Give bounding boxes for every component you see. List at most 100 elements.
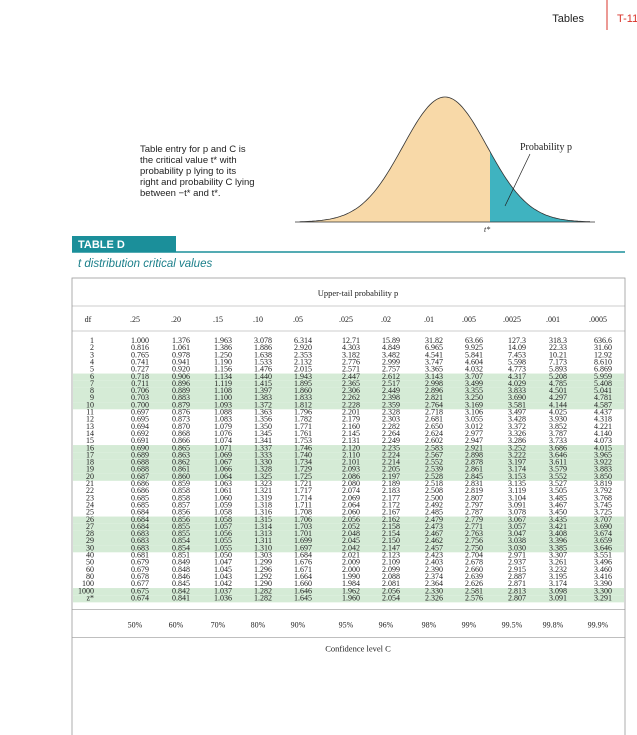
row-band	[73, 530, 624, 538]
cell: 3.747	[425, 357, 443, 366]
cell: 2.099	[382, 565, 400, 574]
cell: 1.059	[214, 500, 232, 509]
cell: 1.725	[294, 472, 312, 481]
cell: 0.675	[131, 586, 149, 595]
row-band	[73, 466, 624, 474]
cell: 1.037	[214, 586, 232, 595]
cell: 2.048	[342, 529, 360, 538]
cell: 2.831	[465, 479, 483, 488]
cell: 7.453	[508, 350, 526, 359]
confidence-value: 80%	[251, 621, 266, 630]
cell: 0.862	[172, 458, 190, 467]
cell: 2.896	[425, 386, 443, 395]
cell: 0.879	[172, 400, 190, 409]
cell: 0.876	[172, 408, 190, 417]
cell: 3.119	[508, 486, 526, 495]
cell: 3.135	[508, 479, 526, 488]
df-cell: 10	[86, 400, 94, 409]
cell: 1.292	[254, 572, 272, 581]
df-cell: 29	[86, 536, 94, 545]
cell: 2.224	[382, 450, 400, 459]
cell: 3.416	[594, 572, 612, 581]
column-header: .0025	[503, 315, 521, 324]
cell: 6.965	[425, 343, 443, 352]
df-cell: 8	[90, 386, 94, 395]
cell: 1.533	[254, 357, 272, 366]
cell: 1.088	[214, 408, 232, 417]
row-band	[73, 538, 624, 546]
row-band	[73, 523, 624, 531]
cell: 3.485	[549, 493, 567, 502]
cell: 4.604	[465, 357, 483, 366]
df-cell: 26	[86, 515, 94, 524]
cell: 3.091	[549, 593, 567, 602]
column-header: .005	[462, 315, 476, 324]
description-line: the critical value t* with	[140, 155, 237, 166]
description-line: Table entry for p and C is	[140, 144, 246, 155]
cell: 2.189	[382, 479, 400, 488]
row-band	[73, 595, 624, 603]
df-cell: 7	[90, 379, 94, 388]
cell: 2.123	[382, 551, 400, 560]
cell: 127.3	[508, 336, 526, 345]
df-cell: 20	[86, 472, 94, 481]
cell: 1.753	[294, 436, 312, 445]
cell: 1.310	[254, 543, 272, 552]
cell: 2.650	[425, 422, 443, 431]
cell: 1.074	[214, 436, 232, 445]
cell: 2.678	[465, 558, 483, 567]
cell: 2.500	[425, 493, 443, 502]
cell: 1.055	[214, 536, 232, 545]
prob-pointer	[504, 153, 531, 207]
cell: 1.796	[294, 408, 312, 417]
cell: 2.088	[382, 572, 400, 581]
cell: 1.314	[254, 522, 272, 531]
cell: 3.153	[508, 472, 526, 481]
curve-line	[299, 96, 591, 223]
cell: 2.473	[425, 522, 443, 531]
cell: 3.396	[549, 536, 567, 545]
cell: 1.476	[254, 365, 272, 374]
cell: 2.660	[465, 565, 483, 574]
cell: 4.317	[508, 372, 526, 381]
cell: 2.581	[465, 586, 483, 595]
cell: 3.581	[508, 400, 526, 409]
cell: 2.359	[382, 400, 400, 409]
cell: 4.773	[508, 365, 526, 374]
cell: 2.807	[508, 593, 526, 602]
row-band	[73, 473, 624, 481]
cell: 3.450	[549, 508, 567, 517]
df-cell: 21	[86, 479, 94, 488]
cell: 1.701	[294, 529, 312, 538]
cell: 1.134	[214, 372, 232, 381]
confidence-label: Confidence level C	[325, 644, 391, 654]
cell: 0.727	[131, 365, 149, 374]
cell: 3.372	[508, 422, 526, 431]
confidence-value: 99.9%	[588, 621, 609, 630]
cell: 6.869	[594, 365, 612, 374]
cell: 0.697	[131, 408, 149, 417]
cell: 2.576	[465, 593, 483, 602]
table-frame	[71, 277, 626, 735]
cell: 2.779	[465, 515, 483, 524]
cell: 0.858	[172, 486, 190, 495]
cell: 3.030	[508, 543, 526, 552]
cell: 4.144	[549, 400, 567, 409]
cell: 2.154	[382, 529, 400, 538]
cell: 1.316	[254, 508, 272, 517]
cell: 3.057	[508, 522, 526, 531]
cell: 0.855	[172, 522, 190, 531]
cell: 0.687	[131, 472, 149, 481]
cell: 0.846	[172, 572, 190, 581]
cell: 2.201	[342, 408, 360, 417]
cell: 2.998	[425, 379, 443, 388]
cell: 0.685	[131, 493, 149, 502]
cell: 0.678	[131, 572, 149, 581]
cell: 2.624	[425, 429, 443, 438]
cell: 2.374	[425, 572, 443, 581]
cell: 3.252	[508, 443, 526, 452]
column-header: .05	[293, 315, 303, 324]
cell: 3.768	[594, 493, 612, 502]
confidence-value: 98%	[422, 621, 437, 630]
cell: 3.833	[508, 386, 526, 395]
